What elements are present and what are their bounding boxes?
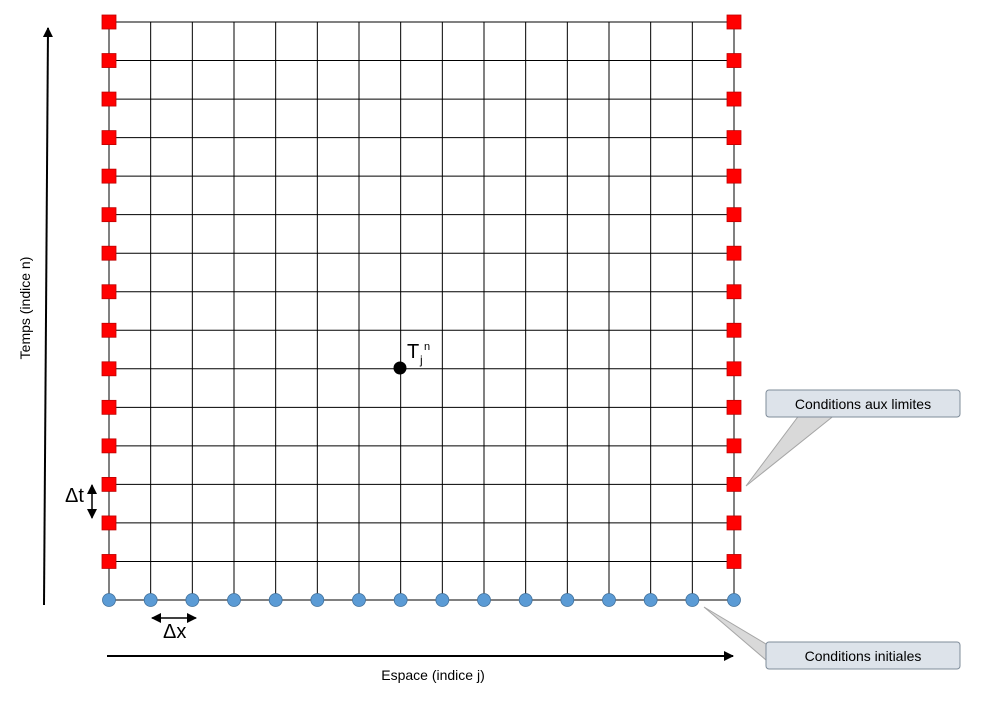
boundary-marker-left <box>101 284 117 300</box>
initial-condition-marker <box>685 593 700 607</box>
boundary-marker-left <box>101 438 117 454</box>
boundary-marker-left <box>101 399 117 415</box>
boundary-marker-left <box>101 207 117 223</box>
boundary-marker-right <box>726 91 742 107</box>
time-axis-arrow <box>42 27 53 606</box>
boundary-marker-left <box>101 515 117 531</box>
initial-condition-marker <box>102 593 116 607</box>
initial-condition-marker <box>227 593 241 607</box>
boundary-callout-pointer <box>745 413 838 487</box>
space-axis-label: Espace (indice j) <box>381 667 485 683</box>
initial-condition-marker <box>143 593 158 607</box>
boundary-marker-right <box>726 554 742 569</box>
boundary-marker-right <box>726 438 742 454</box>
grid-point-marker <box>393 361 407 375</box>
initial-callout-label: Conditions initiales <box>805 648 922 664</box>
grid-point-subscript: j <box>419 353 423 367</box>
boundary-marker-right <box>726 14 742 30</box>
initial-condition-marker <box>185 593 200 607</box>
boundary-marker-left <box>101 130 117 146</box>
initial-condition-marker <box>602 593 616 607</box>
boundary-marker-left <box>101 554 117 569</box>
boundary-marker-right <box>726 245 742 261</box>
boundary-marker-left <box>101 476 117 492</box>
grid-point-symbol: T <box>407 341 419 363</box>
boundary-marker-right <box>726 322 742 338</box>
initial-condition-marker <box>560 593 575 607</box>
boundary-marker-right <box>726 515 742 531</box>
boundary-marker-right <box>726 476 742 492</box>
boundary-marker-right <box>726 284 742 300</box>
boundary-marker-right <box>726 399 742 415</box>
boundary-marker-left <box>101 168 117 184</box>
boundary-marker-right <box>726 361 742 377</box>
initial-condition-marker <box>477 593 491 607</box>
initial-condition-marker <box>518 593 533 607</box>
initial-condition-marker <box>643 593 658 607</box>
boundary-marker-right <box>726 130 742 146</box>
initial-condition-marker <box>727 593 741 607</box>
boundary-marker-left <box>101 361 117 377</box>
grid-point-superscript: n <box>424 341 430 353</box>
boundary-marker-right <box>726 53 742 68</box>
boundary-callout-label: Conditions aux limites <box>795 396 931 412</box>
boundary-markers <box>101 14 742 569</box>
initial-condition-marker <box>393 593 408 607</box>
time-axis-label: Temps (indice n) <box>17 257 33 360</box>
initial-condition-marker <box>352 593 366 607</box>
initial-callout-box <box>765 641 961 670</box>
boundary-marker-left <box>101 322 117 338</box>
boundary-marker-left <box>101 53 117 68</box>
boundary-marker-left <box>101 245 117 261</box>
grid-lines <box>108 21 735 601</box>
boundary-marker-right <box>726 207 742 223</box>
boundary-marker-left <box>101 91 117 107</box>
boundary-callout-box <box>765 389 961 418</box>
initial-callout-pointer <box>703 606 767 662</box>
initial-condition-marker <box>435 593 450 607</box>
dx-label: Δx <box>163 621 186 643</box>
initial-markers <box>102 593 741 607</box>
boundary-marker-left <box>101 14 117 30</box>
initial-condition-marker <box>310 593 325 607</box>
boundary-marker-right <box>726 168 742 184</box>
initial-condition-marker <box>268 593 283 607</box>
dt-label: Δt <box>65 485 84 507</box>
